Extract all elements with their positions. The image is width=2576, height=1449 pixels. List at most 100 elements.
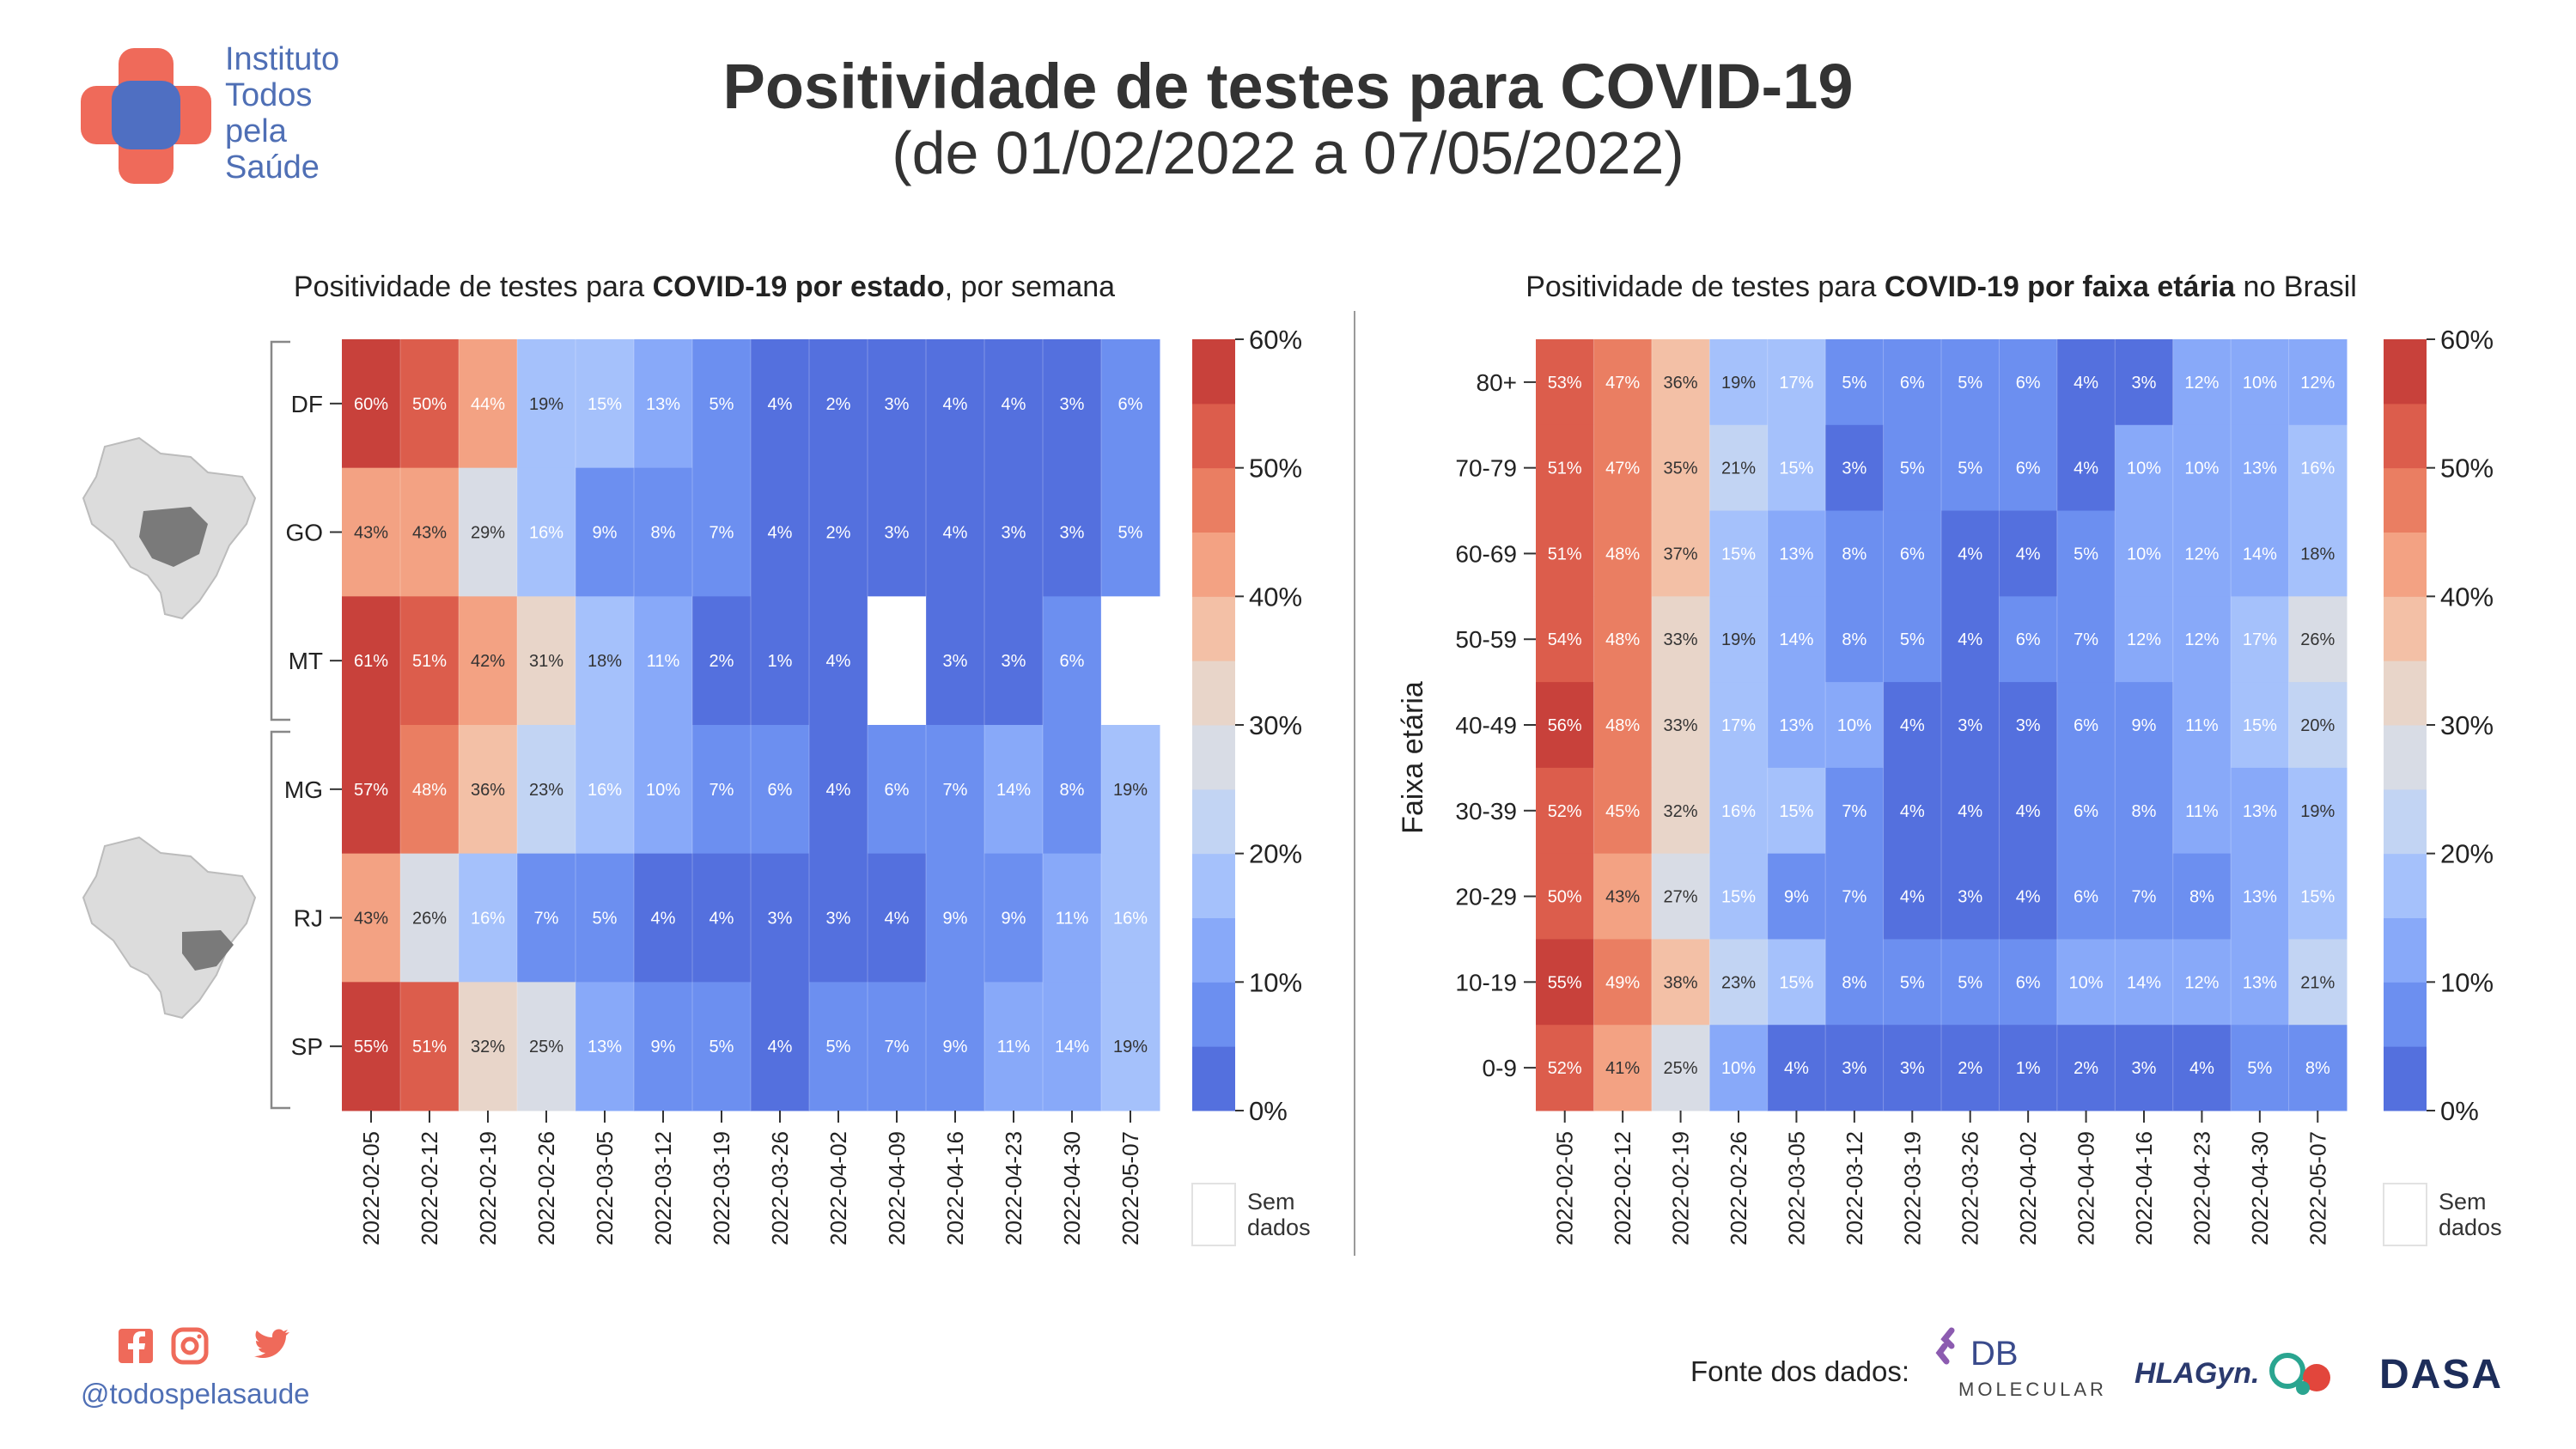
x-tick-label: 2022-02-19: [475, 1131, 501, 1245]
heatmap-cell: [575, 467, 635, 597]
cell-value-label: 8%: [651, 524, 676, 543]
heatmap-cell: [1883, 853, 1942, 940]
cell-value-label: 48%: [412, 781, 447, 800]
cell-value-label: 19%: [2300, 802, 2335, 821]
cell-value-label: 11%: [647, 652, 680, 671]
heatmap-cell: [1536, 853, 1594, 940]
page-title: Positividade de testes para COVID-19: [722, 51, 1854, 122]
cell-value-label: 16%: [2300, 460, 2335, 478]
heatmap-cell: [868, 725, 927, 855]
instagram-icon[interactable]: [171, 1327, 209, 1365]
social-handle[interactable]: @todospelasaude: [81, 1378, 310, 1409]
region-bracket-sudeste: [270, 730, 290, 1110]
cell-value-label: 7%: [709, 524, 734, 543]
heatmap-cell: [342, 725, 401, 855]
heatmap-cell: [2115, 767, 2174, 855]
x-tick-label: 2022-05-07: [2305, 1131, 2330, 1245]
cell-value-label: 4%: [2016, 888, 2041, 907]
heatmap-cell: [2172, 424, 2232, 512]
cell-value-label: 18%: [2300, 545, 2335, 563]
cell-value-label: 14%: [1055, 1038, 1089, 1056]
heatmap-cell: [809, 467, 868, 597]
cell-value-label: 6%: [1060, 652, 1085, 671]
title-bold-part: COVID-19 por faixa etária: [1884, 271, 2236, 303]
x-tick-label: 2022-04-16: [942, 1131, 968, 1245]
heatmap-cell: [926, 725, 985, 855]
cell-value-label: 5%: [1118, 524, 1143, 543]
heatmap-cell: [1043, 467, 1102, 597]
heatmap-cell: [342, 853, 401, 983]
cell-value-label: 3%: [1900, 1059, 1925, 1078]
cell-value-label: 32%: [1664, 802, 1698, 821]
heatmap-cell: [2172, 339, 2232, 426]
heatmap-cell: [1825, 939, 1885, 1026]
heatmap-cell: [1536, 1025, 1594, 1111]
heatmap-cell: [751, 596, 810, 726]
heatmap-cell: [809, 339, 868, 469]
heatmap-cell: [1767, 510, 1826, 597]
heatmap-cell: [1941, 939, 2000, 1026]
cell-value-label: 12%: [2184, 374, 2219, 393]
cell-value-label: 5%: [2074, 545, 2098, 563]
heatmap-cell: [2115, 682, 2174, 769]
heatmap-cell: [2115, 853, 2174, 940]
cell-value-label: 47%: [1605, 460, 1640, 478]
heatmap-cell: [751, 467, 810, 597]
heatmap-cell: [1825, 596, 1885, 683]
heatmap-cell: [634, 339, 693, 469]
heatmap-cell: [1825, 1025, 1885, 1111]
heatmap-cell: [2288, 339, 2348, 426]
missing-data-label: Sem: [2439, 1189, 2487, 1215]
twitter-icon[interactable]: [254, 1329, 289, 1358]
heatmap-cell: [1651, 939, 1710, 1026]
heatmap-cell: [459, 982, 518, 1111]
cell-value-label: 3%: [768, 910, 793, 928]
colorbar-tick-label: 10%: [1249, 967, 1302, 997]
heatmap-cell: [1101, 982, 1160, 1111]
facebook-icon[interactable]: [119, 1329, 153, 1363]
heatmap-cell: [1593, 853, 1653, 940]
heatmap-cell: [2115, 939, 2174, 1026]
heatmap-cell: [2056, 767, 2116, 855]
heatmap-cell: [1825, 767, 1885, 855]
colorbar-segment: [2384, 788, 2427, 855]
colorbar-segment: [2384, 1046, 2427, 1111]
db-molecular-logo: DB MOLECULAR: [1933, 1327, 2113, 1409]
heatmap-cell: [1767, 939, 1826, 1026]
heatmap-cell: [1536, 939, 1594, 1026]
heatmap-cell: [751, 339, 810, 469]
y-tick-label: 20-29: [1455, 884, 1517, 910]
cell-value-label: 54%: [1548, 630, 1582, 649]
cell-value-label: 8%: [1842, 973, 1867, 992]
y-axis-label: Faixa etária: [1397, 681, 1429, 834]
logo-line: pela: [225, 113, 287, 149]
cell-value-label: 6%: [2074, 888, 2098, 907]
heatmap-cell: [575, 853, 635, 983]
cell-value-label: 4%: [826, 652, 851, 671]
cell-value-label: 25%: [529, 1038, 563, 1056]
cell-value-label: 12%: [2184, 630, 2219, 649]
heatmap-cell: [1999, 424, 2058, 512]
heatmap-cell: [984, 725, 1044, 855]
colorbar-segment: [2384, 982, 2427, 1047]
cell-value-label: 3%: [1958, 888, 1982, 907]
colorbar-segment: [1192, 596, 1235, 661]
logo-line: Saúde: [225, 149, 320, 186]
cell-value-label: 4%: [943, 524, 968, 543]
cell-value-label: 7%: [943, 781, 968, 800]
cell-value-label: 7%: [2132, 888, 2157, 907]
heatmap-cell: [1593, 939, 1653, 1026]
cell-value-label: 57%: [354, 781, 388, 800]
hlagyn-text: HLAGyn.: [2134, 1357, 2259, 1390]
heatmap-cell: [751, 853, 810, 983]
heatmap-cell: [2288, 596, 2348, 683]
heatmap-cell: [2172, 853, 2232, 940]
cell-value-label: 4%: [2189, 1059, 2214, 1078]
heatmap-cell: [2231, 510, 2290, 597]
cell-value-label: 5%: [1900, 630, 1925, 649]
title-part: Positividade de testes para: [293, 271, 653, 303]
heatmap-cell: [1536, 767, 1594, 855]
heatmap-cell: [1536, 424, 1594, 512]
db-subtext: MOLECULAR: [1958, 1379, 2107, 1400]
cell-value-label: 8%: [1060, 781, 1085, 800]
